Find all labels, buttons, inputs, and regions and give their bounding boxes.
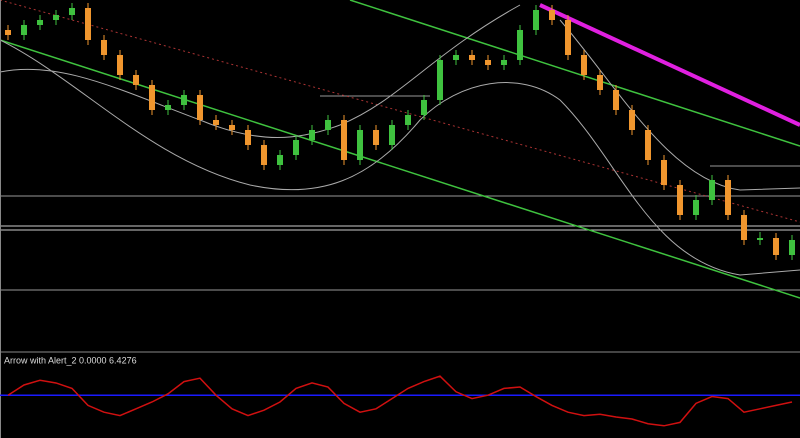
candle-body (293, 140, 299, 155)
band-lower (0, 39, 800, 276)
candle-body (789, 240, 795, 255)
candle-body (757, 238, 763, 240)
candle-body (165, 105, 171, 110)
candle-body (245, 130, 251, 145)
trend-line (539, 3, 800, 127)
candle-body (133, 75, 139, 85)
candle-body (117, 55, 123, 75)
candle-body (693, 200, 699, 215)
candle-body (485, 60, 491, 65)
candle-body (5, 30, 11, 35)
indicator-line (7, 375, 793, 427)
candle-body (581, 55, 587, 75)
candle-body (37, 20, 43, 25)
candle-body (437, 60, 443, 100)
candle-body (645, 130, 651, 160)
candle-body (741, 215, 747, 240)
band-upper (0, 4, 521, 138)
candle-body (389, 125, 395, 145)
candle-body (85, 8, 91, 40)
candle-body (517, 30, 523, 60)
candle-body (53, 15, 59, 20)
candle-body (453, 55, 459, 60)
candle-body (613, 90, 619, 110)
candle-body (261, 145, 267, 165)
candle-body (421, 100, 427, 115)
candle-body (677, 185, 683, 215)
band-upper (559, 19, 800, 191)
candle-body (629, 110, 635, 130)
candle-body (309, 130, 315, 140)
candle-body (197, 95, 203, 120)
candle-body (709, 180, 715, 200)
candle-body (373, 130, 379, 145)
candle-body (181, 95, 187, 105)
candle-body (341, 120, 347, 160)
candle-body (325, 120, 331, 130)
candle-body (277, 155, 283, 165)
candle-body (405, 115, 411, 125)
candle-body (149, 85, 155, 110)
candle-body (101, 40, 107, 55)
candle-body (565, 20, 571, 55)
candle-body (357, 130, 363, 160)
candle-body (21, 25, 27, 35)
candle-body (597, 75, 603, 90)
candle-body (725, 180, 731, 215)
candle-body (501, 60, 507, 65)
candle-body (773, 238, 779, 255)
indicator-label: Arrow with Alert_2 0.0000 6.4276 (4, 355, 137, 365)
candle-body (69, 8, 75, 15)
candle-body (549, 10, 555, 20)
candle-body (229, 125, 235, 130)
candle-body (213, 120, 219, 125)
candle-body (469, 55, 475, 60)
candle-body (533, 10, 539, 30)
candle-body (661, 160, 667, 185)
trend-line (349, 0, 800, 147)
